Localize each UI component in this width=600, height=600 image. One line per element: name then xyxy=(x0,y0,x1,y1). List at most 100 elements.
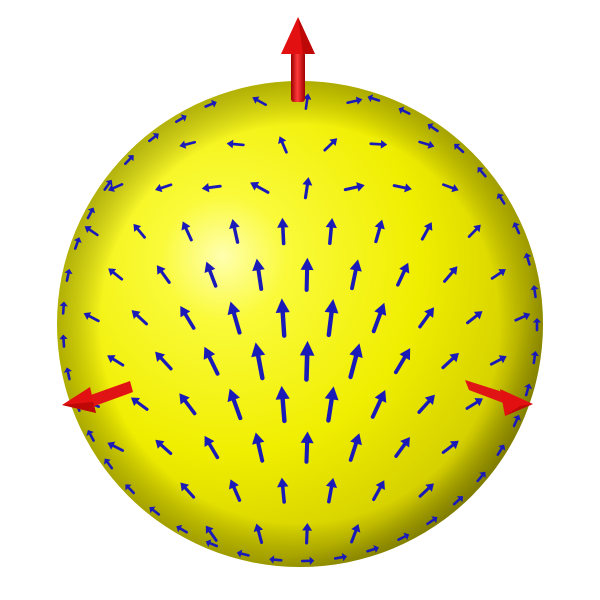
field-arrow xyxy=(203,346,220,376)
field-arrow xyxy=(236,549,250,558)
field-arrow xyxy=(302,523,313,545)
field-arrow xyxy=(369,140,388,149)
field-arrow xyxy=(346,96,363,105)
field-arrow xyxy=(392,183,412,193)
field-arrow xyxy=(466,311,483,325)
field-arrow xyxy=(490,269,506,280)
field-arrow xyxy=(348,343,363,380)
field-arrow xyxy=(83,312,100,323)
field-arrow xyxy=(179,393,197,416)
field-arrow xyxy=(228,479,242,502)
field-arrow xyxy=(333,553,348,562)
field-arrow xyxy=(229,219,240,244)
field-arrow xyxy=(201,183,222,193)
field-arrow xyxy=(324,299,339,338)
field-arrow xyxy=(250,181,270,194)
field-arrow xyxy=(420,222,433,241)
field-arrow xyxy=(418,483,434,498)
field-arrow xyxy=(73,237,82,250)
field-arrow xyxy=(148,133,159,143)
field-arrow xyxy=(175,114,187,124)
field-arrow xyxy=(227,388,243,421)
field-arrow xyxy=(530,351,540,365)
field-arrow xyxy=(124,155,134,165)
field-arrow xyxy=(443,266,458,283)
field-arrow xyxy=(133,223,146,239)
field-arrow xyxy=(302,177,313,200)
field-arrow xyxy=(393,348,411,375)
field-arrow xyxy=(108,268,124,281)
field-arrow xyxy=(204,435,220,460)
field-arrow xyxy=(465,398,483,410)
field-arrow xyxy=(452,496,464,506)
field-arrow xyxy=(374,219,385,244)
field-arrow xyxy=(398,106,411,115)
field-arrow xyxy=(397,532,410,541)
field-arrow xyxy=(476,471,486,483)
field-arrow xyxy=(417,394,435,414)
field-arrow xyxy=(299,340,315,382)
field-arrow xyxy=(149,506,161,516)
field-arrow xyxy=(300,431,314,464)
axis-arrows xyxy=(62,17,533,416)
field-arrow xyxy=(467,224,481,238)
sphere-rim-shade xyxy=(57,81,543,567)
field-arrow xyxy=(155,351,173,371)
field-arrow xyxy=(323,138,338,152)
sphere xyxy=(57,81,543,567)
field-arrow xyxy=(372,480,385,502)
field-arrow xyxy=(371,302,387,334)
field-arrow xyxy=(64,268,73,282)
field-arrow xyxy=(59,301,68,315)
field-arrow xyxy=(84,226,99,237)
field-arrow xyxy=(204,99,217,108)
field-arrow xyxy=(176,524,188,534)
field-arrow xyxy=(179,140,196,149)
field-arrow xyxy=(512,414,521,428)
field-arrow xyxy=(532,318,542,332)
field-arrow xyxy=(514,312,531,322)
field-arrow xyxy=(300,556,315,565)
field-arrow xyxy=(86,207,96,220)
field-arrow xyxy=(348,433,362,462)
field-arrow xyxy=(303,93,312,110)
field-arrow xyxy=(350,524,361,544)
field-arrow xyxy=(107,183,124,192)
field-arrow xyxy=(367,94,381,103)
field-arrow xyxy=(63,367,72,381)
field-arrow xyxy=(86,429,95,442)
right-axis-arrow xyxy=(465,380,533,416)
field-arrow xyxy=(454,143,465,154)
field-arrow xyxy=(324,386,339,423)
field-arrow xyxy=(426,516,438,526)
top-axis-arrow xyxy=(281,17,315,102)
field-arrow xyxy=(227,301,242,335)
field-arrow xyxy=(278,136,288,154)
field-arrow xyxy=(489,355,507,366)
left-axis-arrow xyxy=(62,381,133,413)
field-arrow xyxy=(181,221,193,242)
field-arrow xyxy=(496,193,506,205)
field-arrow xyxy=(252,432,265,463)
field-arrow xyxy=(325,217,337,246)
field-arrow xyxy=(204,261,218,288)
field-arrow xyxy=(512,222,521,235)
vector-field xyxy=(59,93,542,565)
field-arrow xyxy=(524,383,533,397)
field-arrow xyxy=(343,182,365,192)
field-arrow xyxy=(523,252,532,266)
field-arrow xyxy=(370,389,387,419)
field-arrow xyxy=(155,183,173,193)
field-arrow xyxy=(103,179,113,191)
field-arrow xyxy=(325,477,338,504)
field-arrow xyxy=(104,458,114,470)
field-arrow xyxy=(59,334,68,348)
field-arrow xyxy=(441,440,459,454)
field-arrow xyxy=(394,437,410,458)
field-arrow xyxy=(275,298,290,338)
field-arrow xyxy=(155,439,173,456)
field-arrow xyxy=(427,123,439,133)
field-arrow xyxy=(131,310,148,326)
field-arrow xyxy=(441,352,459,370)
